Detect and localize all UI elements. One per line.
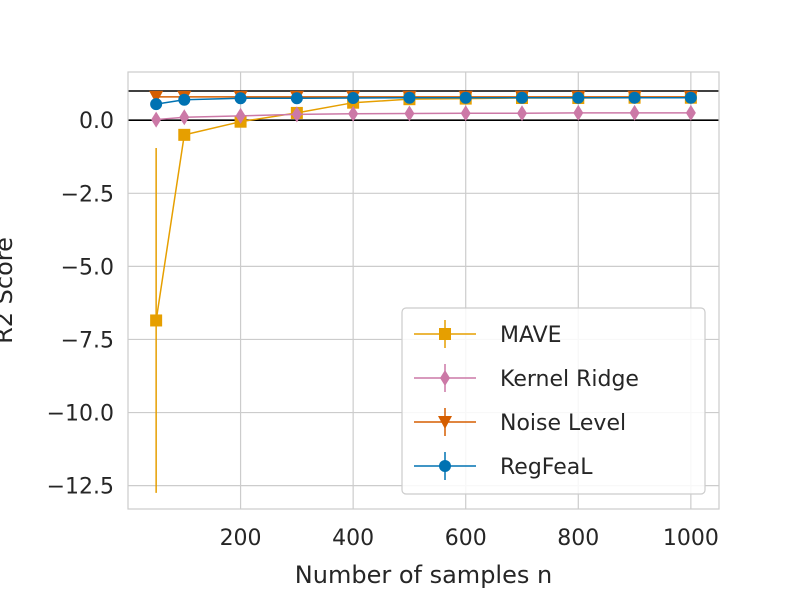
legend-box — [401, 307, 706, 495]
y-tick-label: −10.0 — [47, 402, 114, 427]
data-point — [178, 93, 191, 106]
series-kernel-ridge — [151, 104, 696, 128]
data-point — [149, 90, 164, 104]
y-tick-label: −12.5 — [47, 475, 114, 500]
data-point — [235, 107, 246, 124]
legend-item: RegFeaL — [414, 452, 593, 480]
data-point — [685, 104, 696, 121]
data-point — [348, 105, 359, 122]
legend-label: MAVE — [500, 323, 562, 348]
legend-label: Kernel Ridge — [500, 367, 639, 392]
series-regfeal — [150, 91, 697, 111]
x-tick-label: 1000 — [663, 526, 719, 551]
data-point — [347, 92, 360, 105]
data-point — [151, 111, 162, 128]
data-point — [516, 91, 528, 104]
x-tick-label: 600 — [445, 526, 487, 551]
data-point — [629, 104, 640, 121]
data-point — [684, 91, 697, 104]
legend-marker — [439, 328, 451, 340]
data-point — [459, 91, 472, 104]
y-tick-label: 0.0 — [79, 109, 114, 134]
data-point — [573, 104, 584, 121]
series-line — [155, 96, 691, 321]
x-tick-label: 400 — [332, 526, 374, 551]
legend: MAVE Kernel Ridge Noise Level RegFeaL — [401, 307, 706, 495]
data-point — [150, 98, 163, 111]
legend-item: Kernel Ridge — [414, 364, 639, 392]
y-tick-label: −5.0 — [61, 255, 114, 280]
data-point — [290, 92, 303, 105]
legend-label: Noise Level — [500, 411, 626, 436]
reference-lines — [128, 90, 719, 122]
data-point — [234, 92, 247, 105]
legend-marker — [440, 370, 450, 386]
tick-labels: 200 400 600 800 1000 0.0 −2.5 −5.0 −7.5 −10.0 −12.… — [47, 109, 719, 551]
y-tick-label: −2.5 — [61, 182, 114, 207]
x-tick-label: 200 — [220, 526, 262, 551]
legend-item: MAVE — [414, 320, 562, 348]
data-point — [403, 91, 416, 104]
data-point — [460, 105, 471, 122]
data-point — [404, 105, 415, 122]
data-point — [517, 105, 527, 122]
y-axis-label: R2 Score — [0, 237, 18, 344]
data-point — [179, 109, 190, 126]
data-point — [628, 91, 641, 104]
legend-marker — [438, 416, 452, 429]
x-tick-label: 800 — [557, 526, 599, 551]
data-point — [291, 106, 302, 123]
x-axis-label: Number of samples n — [295, 561, 552, 589]
series-layer — [149, 90, 698, 493]
data-point — [150, 314, 163, 327]
plot-frame — [127, 71, 720, 510]
y-tick-label: −7.5 — [61, 328, 114, 353]
data-point — [572, 91, 585, 104]
legend-label: RegFeaL — [500, 455, 593, 480]
legend-item: Noise Level — [414, 408, 626, 436]
legend-marker — [439, 460, 451, 472]
data-point — [178, 128, 191, 141]
